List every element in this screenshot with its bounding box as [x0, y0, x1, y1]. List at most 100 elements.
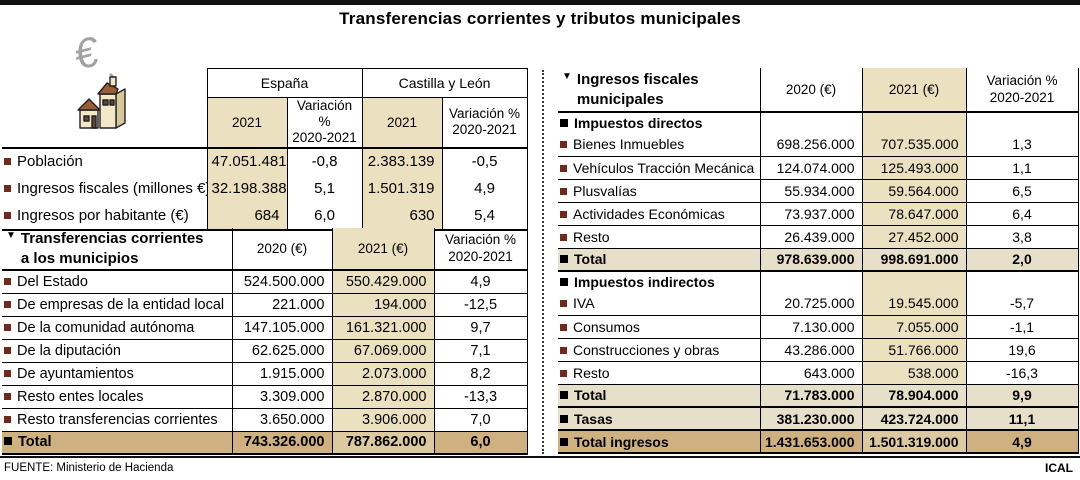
value-cell: [862, 271, 967, 292]
table-row: 2021 Variación % 2020-2021 2021 Variació…: [2, 97, 528, 149]
value-cell: -16,3: [966, 361, 1079, 385]
total-row: Total 743.326.000 787.862.000 6,0: [2, 431, 528, 455]
column-header-2020: 2020 (€): [760, 68, 863, 113]
value-cell: 381.230.000: [760, 407, 863, 431]
table-header-row: ▼ Transferencias corrientes a los municip…: [2, 228, 528, 271]
table-row: De empresas de la entidad local 221.000 …: [2, 293, 528, 317]
top-black-bar: [0, 0, 1080, 5]
value-cell: 6,0: [286, 201, 363, 231]
value-cell: 3.906.000: [332, 408, 435, 432]
column-header-2021: 2021 (€): [862, 68, 967, 113]
value-cell: [862, 112, 967, 133]
row-label: Resto entes locales: [17, 388, 144, 405]
value-cell: -0,8: [286, 147, 363, 175]
value-cell: 3.650.000: [232, 408, 333, 432]
section-label-cell: Impuestos directos: [558, 112, 761, 133]
table-row: De la comunidad autónoma 147.105.000 161…: [2, 316, 528, 340]
value-cell: 643.000: [760, 361, 863, 385]
bullet-square-icon: [560, 141, 567, 149]
row-label-cell: Resto: [558, 225, 761, 249]
value-cell: 67.069.000: [332, 339, 435, 363]
value-cell: 19,6: [966, 338, 1079, 362]
row-label: Vehículos Tracción Mecánica: [573, 159, 755, 176]
row-label: Resto transferencias corrientes: [17, 411, 218, 428]
table-row: Resto transferencias corrientes 3.650.00…: [2, 408, 528, 432]
row-label-cell: Total: [2, 431, 233, 455]
value-cell: 423.724.000: [862, 407, 967, 431]
value-cell: 20.725.000: [760, 292, 863, 316]
bullet-square-icon: [4, 300, 11, 308]
row-label: Resto: [573, 228, 610, 245]
source-text: FUENTE: Ministerio de Hacienda: [4, 462, 174, 474]
value-cell: 147.105.000: [232, 316, 333, 340]
row-label: De empresas de la entidad local: [17, 296, 225, 313]
value-cell: 524.500.000: [232, 270, 333, 294]
value-cell: 7,0: [434, 408, 528, 432]
bullet-square-icon: [560, 187, 567, 195]
value-cell: 32.198.388: [206, 174, 287, 202]
row-label-cell: Plusvalías: [558, 179, 761, 203]
value-cell: 1.501.319: [361, 174, 443, 202]
value-cell: 684: [206, 201, 287, 231]
section-row: Impuestos directos: [558, 112, 1079, 133]
column-header-variacion: Variación % 2020-2021: [434, 228, 528, 271]
row-label: Construcciones y obras: [573, 341, 720, 358]
section-label: Impuestos directos: [574, 115, 703, 131]
value-cell: 7.130.000: [760, 315, 863, 339]
table-row: Plusvalías 55.934.000 59.564.000 6,5: [558, 179, 1079, 203]
row-label: Actividades Económicas: [573, 205, 725, 222]
value-cell: 124.074.000: [760, 156, 863, 180]
row-label-cell: Resto entes locales: [2, 385, 233, 409]
value-cell: 73.937.000: [760, 202, 863, 226]
value-cell: 125.493.000: [862, 156, 967, 180]
row-label-cell: De ayuntamientos: [2, 362, 233, 386]
bullet-square-icon: [4, 184, 11, 192]
row-label-cell: Ingresos fiscales (millones €): [2, 175, 207, 202]
section-label: Impuestos indirectos: [574, 274, 715, 290]
value-cell: 51.766.000: [862, 338, 967, 362]
bullet-square-icon: [560, 278, 568, 286]
bullet-square-icon: [560, 391, 568, 400]
value-cell: 78.904.000: [862, 384, 967, 408]
column-header-2020: 2020 (€): [232, 228, 333, 271]
value-cell: 698.256.000: [760, 133, 863, 157]
value-cell: 2.383.139: [361, 147, 443, 175]
bullet-square-icon: [4, 323, 11, 331]
section-row: Impuestos indirectos: [558, 271, 1079, 292]
value-cell: 4,9: [434, 270, 528, 294]
bullet-square-icon: [4, 437, 12, 446]
value-cell: 978.639.000: [760, 248, 863, 272]
grand-total-row: Total ingresos 1.431.653.000 1.501.319.0…: [558, 430, 1079, 454]
summary-table: España Castilla y León 2021 Variación % …: [2, 68, 528, 231]
bullet-square-icon: [560, 437, 568, 446]
row-label: Resto: [573, 364, 610, 381]
bullet-square-icon: [560, 414, 568, 423]
value-cell: 55.934.000: [760, 179, 863, 203]
column-header-2021-espana: 2021: [206, 97, 287, 149]
section-label-cell: Impuestos indirectos: [558, 271, 761, 292]
spacer-cell: [2, 69, 207, 98]
value-cell: 19.545.000: [862, 292, 967, 316]
row-label: Plusvalías: [573, 182, 637, 199]
row-label-cell: Resto: [558, 361, 761, 385]
value-cell: -13,3: [434, 385, 528, 409]
table-title: Ingresos fiscales municipales: [576, 71, 699, 108]
table-row: De ayuntamientos 1.915.000 2.073.000 8,2: [2, 362, 528, 386]
table-row: Ingresos por habitante (€) 684 6,0 630 5…: [2, 201, 528, 231]
row-label-cell: De la diputación: [2, 339, 233, 363]
table-title-cell: ▼ Ingresos fiscales municipales: [558, 68, 761, 113]
table-row: Ingresos fiscales (millones €) 32.198.38…: [2, 174, 528, 202]
value-cell: 9,7: [434, 316, 528, 340]
value-cell: 6,0: [434, 431, 528, 455]
section-triangle-icon: ▼: [6, 230, 16, 241]
value-cell: [966, 112, 1079, 133]
row-label-cell: IVA: [558, 292, 761, 316]
table-row: Del Estado 524.500.000 550.429.000 4,9: [2, 270, 528, 294]
value-cell: 62.625.000: [232, 339, 333, 363]
value-cell: 1,3: [966, 133, 1079, 157]
tasas-row: Tasas 381.230.000 423.724.000 11,1: [558, 407, 1079, 431]
bullet-square-icon: [560, 164, 567, 172]
value-cell: 8,2: [434, 362, 528, 386]
bullet-square-icon: [560, 255, 568, 264]
